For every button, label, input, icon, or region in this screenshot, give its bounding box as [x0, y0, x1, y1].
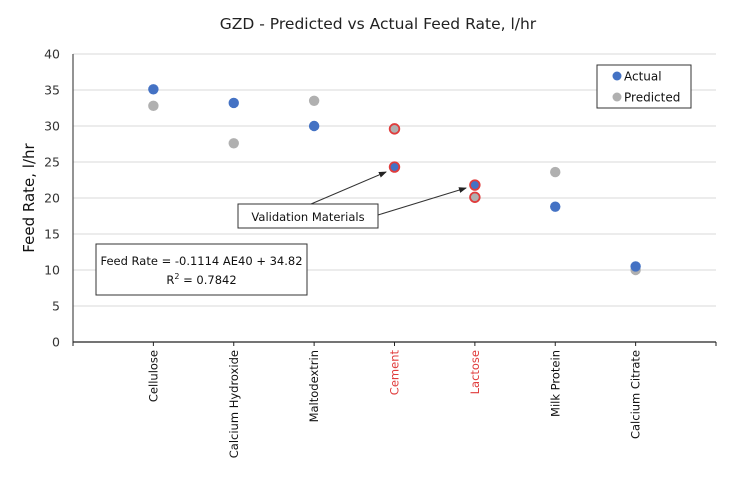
x-tick-label: Cement — [388, 350, 402, 396]
data-point-predicted-milk-protein — [550, 166, 561, 178]
data-point-actual-calcium-hydroxide — [228, 97, 239, 109]
equation-box: Feed Rate = -0.1114 AE40 + 34.82 R2 = 0.… — [95, 243, 308, 296]
data-point-actual-cellulose — [148, 84, 159, 95]
x-tick-label: Milk Protein — [548, 350, 562, 417]
x-tick-label: Cellulose — [146, 350, 160, 402]
data-point-actual-cement — [388, 161, 401, 173]
legend-marker-actual — [612, 71, 622, 81]
callout-arrow-lactose — [377, 187, 467, 216]
r-squared-text: R2 = 0.7842 — [166, 272, 236, 287]
x-tick-label: Maltodextrin — [307, 350, 321, 422]
r-squared-prefix: R — [166, 273, 174, 287]
y-tick-label: 40 — [44, 47, 60, 62]
data-point-predicted-calcium-hydroxide — [228, 138, 239, 149]
y-axis-label: Feed Rate, l/hr — [20, 142, 38, 252]
y-tick-labels: 0 5 10 15 20 25 30 35 40 — [44, 47, 60, 350]
y-tick-label: 30 — [44, 119, 60, 134]
legend-label-actual: Actual — [624, 70, 662, 84]
y-tick-label: 20 — [44, 191, 60, 206]
callout-box — [237, 203, 379, 229]
data-point-actual-maltodextrin — [308, 120, 320, 132]
x-tick-label: Calcium Citrate — [629, 350, 643, 439]
y-tick-label: 15 — [44, 227, 60, 242]
equation-text: Feed Rate = -0.1114 AE40 + 34.82 — [100, 254, 302, 268]
chart-title: GZD - Predicted vs Actual Feed Rate, l/h… — [220, 15, 537, 33]
data-point-predicted-maltodextrin — [308, 95, 320, 107]
y-tick-label: 35 — [44, 83, 60, 98]
data-point-predicted-lactose — [469, 191, 481, 203]
callout-arrow-cement — [310, 171, 387, 205]
y-tick-label: 5 — [52, 299, 60, 314]
axes — [72, 54, 717, 346]
equation-box-frame — [95, 243, 308, 296]
legend: Actual Predicted — [596, 64, 692, 109]
y-tick-label: 0 — [52, 335, 60, 350]
data-point-actual-milk-protein — [550, 201, 561, 212]
validation-callout: Validation Materials — [237, 171, 467, 229]
data-point-predicted-cement — [388, 123, 401, 135]
data-point-actual-calcium-citrate — [630, 261, 641, 272]
x-tick-label: Lactose — [468, 350, 482, 394]
legend-frame — [596, 64, 692, 109]
legend-marker-predicted — [612, 92, 622, 102]
y-tick-label: 25 — [44, 155, 60, 170]
r-squared-value: = 0.7842 — [179, 273, 236, 287]
legend-label-predicted: Predicted — [624, 91, 680, 105]
x-tick-labels: Cellulose Calcium Hydroxide Maltodextrin Ce… — [146, 350, 642, 459]
r-squared-sup: 2 — [174, 272, 179, 281]
data-point-predicted-cellulose — [148, 100, 159, 112]
data-points — [148, 84, 641, 276]
data-point-actual-lactose — [469, 179, 481, 191]
y-tick-label: 10 — [44, 263, 60, 278]
x-tick-label: Calcium Hydroxide — [227, 350, 241, 458]
callout-text: Validation Materials — [251, 210, 364, 224]
